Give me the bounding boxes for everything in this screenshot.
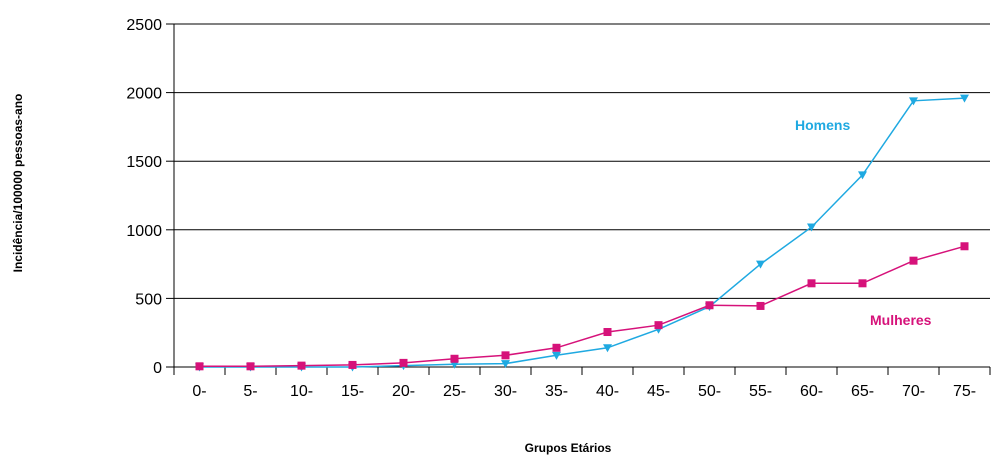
x-tick-label: 10- [290, 383, 313, 400]
data-point-mulheres [552, 343, 561, 352]
x-axis: 0- 5- 10- 15- 20- 25- 30- 35- 40- 45- 50- 55- 60- 65-… [166, 366, 991, 400]
data-point-mulheres [399, 358, 408, 367]
data-point-mulheres [705, 301, 714, 310]
data-point-homens [960, 94, 969, 103]
series-lines [195, 94, 969, 372]
x-tick-label: 20- [392, 383, 415, 400]
y-tick-labels: 0 500 1000 1500 2000 2500 [126, 17, 162, 377]
data-point-mulheres [501, 351, 510, 360]
y-tick-label: 2500 [126, 17, 162, 34]
x-tick-label: 40- [596, 383, 619, 400]
x-tick-label: 70- [902, 383, 925, 400]
data-point-mulheres [348, 360, 357, 369]
x-tick-label: 30- [494, 383, 517, 400]
data-point-mulheres [909, 256, 918, 265]
series-label-mulheres: Mulheres [870, 312, 932, 328]
y-axis-title: Incidência/100000 pessoas-ano [11, 94, 25, 273]
x-tick-label: 45- [647, 383, 670, 400]
series-line-homens [199, 97, 965, 368]
data-point-homens [858, 171, 867, 180]
data-point-mulheres [960, 242, 969, 251]
data-point-homens [756, 260, 765, 269]
y-tick-label: 1000 [126, 223, 162, 240]
x-tick-label: 50- [698, 383, 721, 400]
x-axis-title: Grupos Etários [525, 441, 612, 455]
x-tick-label: 5- [243, 383, 257, 400]
y-tick-label: 500 [135, 291, 162, 308]
x-tick-label: 25- [443, 383, 466, 400]
x-tick-label: 55- [749, 383, 772, 400]
data-point-mulheres [297, 361, 306, 370]
grid-lines [166, 23, 990, 375]
data-point-homens [552, 351, 561, 360]
y-tick-label: 2000 [126, 86, 162, 103]
data-point-mulheres [807, 279, 816, 288]
data-point-mulheres [246, 362, 255, 371]
x-tick-label: 35- [545, 383, 568, 400]
data-point-homens [501, 360, 510, 369]
x-tick-label: 75- [953, 383, 976, 400]
data-point-mulheres [195, 362, 204, 371]
y-tick-label: 1500 [126, 154, 162, 171]
x-tick-label: 15- [341, 383, 364, 400]
x-tick-label: 0- [192, 383, 206, 400]
data-point-mulheres [858, 279, 867, 288]
data-point-homens [603, 344, 612, 353]
x-tick-label: 60- [800, 383, 823, 400]
series-label-homens: Homens [795, 117, 850, 133]
data-point-mulheres [603, 328, 612, 337]
data-point-homens [909, 97, 918, 106]
data-point-mulheres [450, 354, 459, 363]
y-tick-label: 0 [153, 360, 162, 377]
data-point-mulheres [654, 321, 663, 330]
data-point-mulheres [756, 301, 765, 310]
x-tick-label: 65- [851, 383, 874, 400]
series-line-mulheres [199, 245, 965, 368]
data-point-homens [807, 223, 816, 232]
